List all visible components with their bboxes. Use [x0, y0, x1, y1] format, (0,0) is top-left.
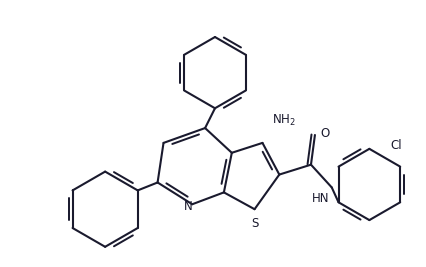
Text: N: N — [184, 200, 192, 213]
Text: HN: HN — [311, 193, 329, 205]
Text: O: O — [319, 127, 328, 139]
Text: Cl: Cl — [389, 139, 401, 152]
Text: NH$_2$: NH$_2$ — [272, 113, 296, 128]
Text: S: S — [250, 217, 258, 230]
